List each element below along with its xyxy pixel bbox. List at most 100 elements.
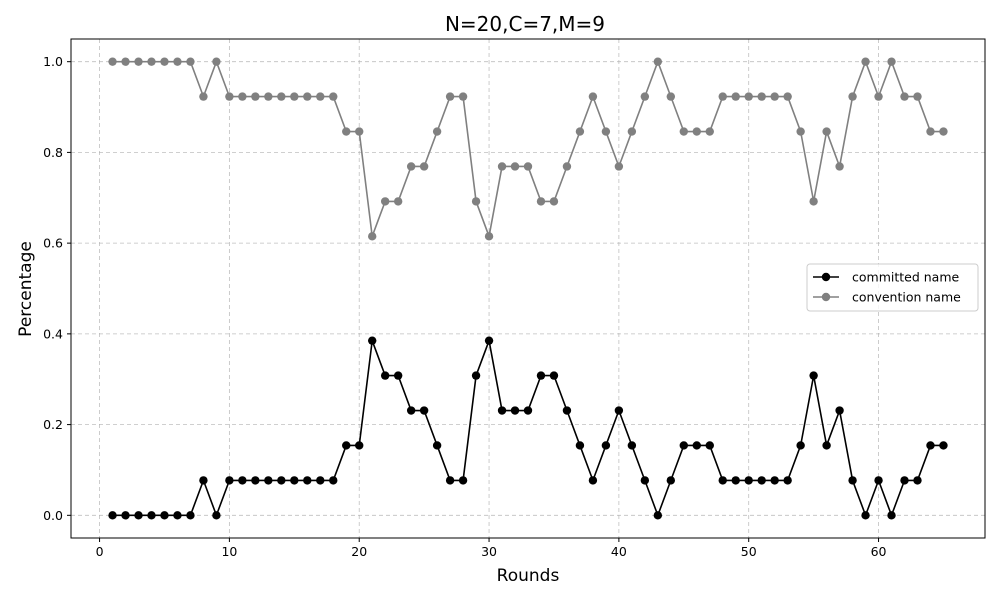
data-point <box>536 371 546 380</box>
series-committed-name <box>108 336 948 520</box>
data-point <box>653 511 663 520</box>
data-point <box>744 476 753 485</box>
data-point <box>458 92 468 101</box>
data-point <box>186 511 195 520</box>
data-point <box>887 511 896 520</box>
data-point <box>393 371 403 380</box>
data-point <box>822 127 831 136</box>
data-point <box>264 92 273 101</box>
data-point <box>575 127 585 136</box>
y-tick-label: 0.2 <box>43 417 63 432</box>
data-point <box>913 476 922 485</box>
data-point <box>380 197 390 206</box>
data-point <box>627 127 637 136</box>
data-point <box>406 406 416 415</box>
data-point <box>419 162 429 171</box>
data-point <box>497 162 507 171</box>
data-point <box>173 57 182 66</box>
data-point <box>666 476 676 485</box>
data-point <box>303 92 312 101</box>
data-point <box>809 197 818 206</box>
data-point <box>510 406 520 415</box>
data-point <box>225 476 234 485</box>
x-tick-label: 30 <box>481 544 497 559</box>
data-point <box>848 92 857 101</box>
y-tick-label: 0.6 <box>43 236 63 251</box>
data-point <box>277 92 286 101</box>
series-line <box>112 59 944 240</box>
data-point <box>562 406 572 415</box>
legend-label: committed name <box>852 270 960 285</box>
data-point <box>251 92 260 101</box>
data-point <box>445 476 455 485</box>
data-point <box>718 92 727 101</box>
chart-title: N=20,C=7,M=9 <box>445 12 605 36</box>
data-point <box>822 441 831 450</box>
data-point <box>796 127 805 136</box>
data-point <box>355 127 364 136</box>
legend-marker <box>821 272 831 282</box>
data-point <box>575 441 585 450</box>
data-point <box>601 127 611 136</box>
data-point <box>368 336 377 345</box>
data-point <box>874 476 883 485</box>
data-point <box>536 197 546 206</box>
y-tick-label: 0.0 <box>43 508 63 523</box>
data-point <box>926 127 935 136</box>
data-point <box>900 476 909 485</box>
data-point <box>796 441 805 450</box>
data-point <box>848 476 857 485</box>
data-point <box>770 476 779 485</box>
x-tick-label: 10 <box>221 544 237 559</box>
x-tick-label: 0 <box>96 544 104 559</box>
data-point <box>523 406 533 415</box>
series-line <box>112 337 944 518</box>
data-point <box>549 197 559 206</box>
data-point <box>692 441 701 450</box>
data-point <box>523 162 533 171</box>
data-point <box>290 476 299 485</box>
data-point <box>679 441 688 450</box>
data-point <box>134 511 143 520</box>
data-point <box>445 92 455 101</box>
data-point <box>679 127 688 136</box>
data-point <box>705 127 714 136</box>
legend-item: convention name <box>813 290 961 305</box>
x-axis-title: Rounds <box>497 566 560 586</box>
data-point <box>939 441 948 450</box>
grid-lines <box>71 39 985 538</box>
data-point <box>342 127 351 136</box>
data-point <box>757 476 766 485</box>
data-point <box>614 162 624 171</box>
data-point <box>835 162 844 171</box>
x-tick-label: 50 <box>741 544 757 559</box>
data-point <box>316 92 325 101</box>
data-point <box>731 92 740 101</box>
data-point <box>562 162 572 171</box>
data-point <box>147 511 156 520</box>
data-point <box>640 92 650 101</box>
data-point <box>108 511 117 520</box>
data-point <box>186 57 195 66</box>
data-point <box>731 476 740 485</box>
data-point <box>926 441 935 450</box>
y-tick-label: 1.0 <box>43 54 63 69</box>
data-point <box>601 441 611 450</box>
data-point <box>238 92 247 101</box>
data-point <box>913 92 922 101</box>
data-point <box>627 441 637 450</box>
x-axis-ticks: 0 10 20 30 40 50 60 <box>96 538 887 559</box>
data-point <box>471 371 481 380</box>
data-point <box>432 441 442 450</box>
data-point <box>212 511 221 520</box>
data-point <box>666 92 676 101</box>
data-point <box>861 57 870 66</box>
data-point <box>432 127 442 136</box>
series-convention-name <box>108 57 948 241</box>
data-point <box>342 441 351 450</box>
data-point <box>147 57 156 66</box>
data-point <box>225 92 234 101</box>
data-point <box>121 57 130 66</box>
series-layer <box>108 57 948 520</box>
